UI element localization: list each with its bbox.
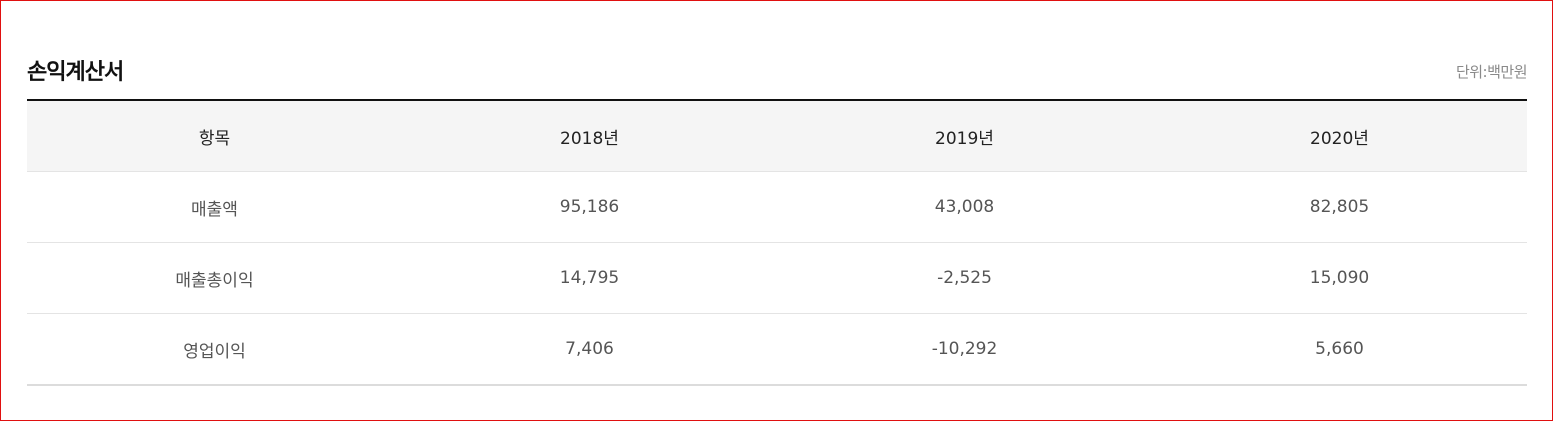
cell-2019: -2,525 [777,242,1152,314]
header-2020: 2020년 [1152,100,1527,172]
cell-2018: 7,406 [402,313,777,386]
cell-2019: -10,292 [777,313,1152,386]
table-body: 매출액 95,186 43,008 82,805 매출총이익 14,795 -2… [27,171,1527,386]
header-2018: 2018년 [402,100,777,172]
section-title: 손익계산서 [27,60,124,85]
table-row-gross-profit: 매출총이익 14,795 -2,525 15,090 [27,242,1527,314]
cell-2020: 15,090 [1152,242,1527,314]
header-row: 항목 2018년 2019년 2020년 [27,100,1527,172]
header-item: 항목 [27,100,402,172]
section-header: 손익계산서 단위:백만원 [27,49,1528,99]
cell-2018: 14,795 [402,242,777,314]
header-2019: 2019년 [777,100,1152,172]
unit-label: 단위:백만원 [1455,63,1528,81]
income-statement-section: 손익계산서 단위:백만원 항목 2018년 2019년 2020년 매출액 95… [27,49,1528,386]
cell-2018: 95,186 [402,171,777,243]
row-label: 매출액 [27,171,402,243]
cell-2019: 43,008 [777,171,1152,243]
table-row-revenue: 매출액 95,186 43,008 82,805 [27,171,1527,243]
cell-2020: 5,660 [1152,313,1527,386]
table-header: 항목 2018년 2019년 2020년 [27,100,1527,172]
cell-2020: 82,805 [1152,171,1527,243]
row-label: 매출총이익 [27,242,402,314]
table-row-operating-profit: 영업이익 7,406 -10,292 5,660 [27,313,1527,386]
income-statement-table: 항목 2018년 2019년 2020년 매출액 95,186 43,008 8… [27,99,1527,386]
row-label: 영업이익 [27,313,402,386]
